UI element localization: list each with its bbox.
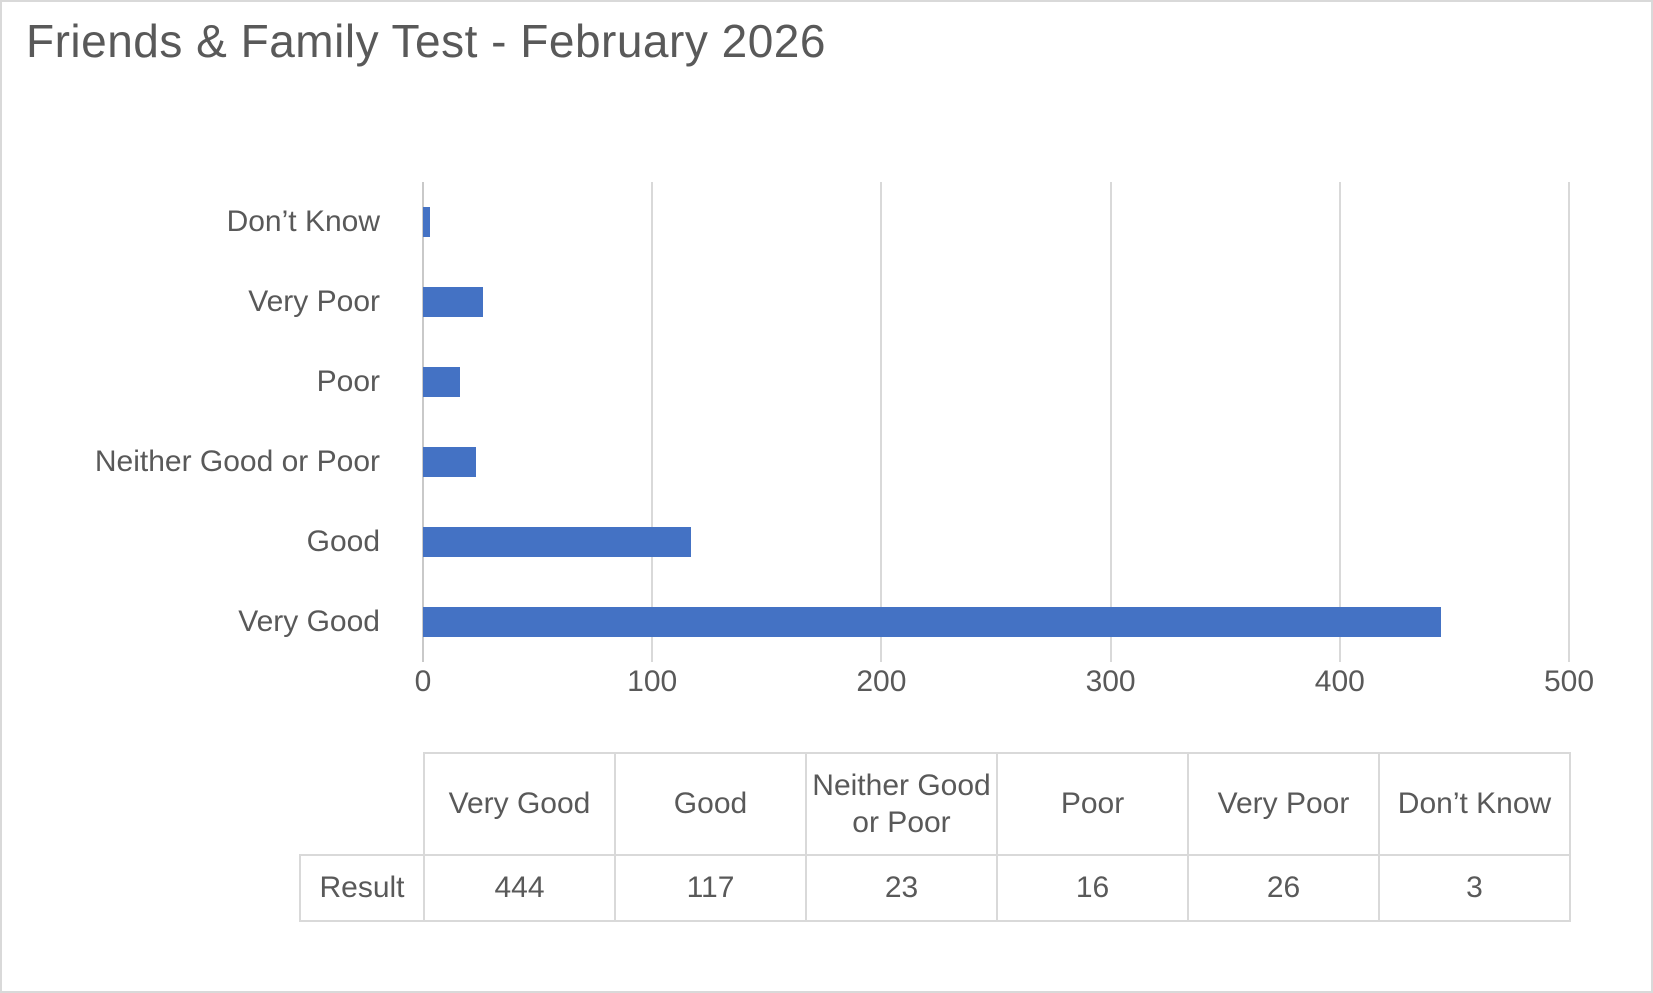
x-axis-tick-label: 400	[1314, 665, 1365, 698]
gridline	[1568, 182, 1570, 662]
category-label: Neither Good or Poor	[94, 445, 380, 478]
bar-very-good	[423, 607, 1441, 637]
table-value-dont-know: 3	[1378, 854, 1571, 922]
category-label: Good	[306, 525, 380, 558]
chart-data-table: Very Good Good Neither Good or Poor Poor…	[299, 752, 1571, 922]
value-axis-line	[422, 182, 424, 662]
plot-area	[422, 182, 1570, 662]
bar-poor	[423, 367, 460, 397]
gridline	[1109, 182, 1112, 662]
category-axis: Don’t Know Very Poor Poor Neither Good or P…	[2, 182, 380, 662]
table-value-neither-good-or-poor: 23	[805, 854, 998, 922]
table-header-dont-know: Don’t Know	[1378, 752, 1571, 856]
table-header-very-good: Very Good	[423, 752, 616, 856]
x-axis-tick-label: 500	[1543, 665, 1595, 698]
gridline	[651, 182, 654, 662]
x-axis-tick-label: 300	[1085, 665, 1136, 698]
category-label: Very Good	[238, 605, 380, 638]
gridline	[1338, 182, 1341, 662]
chart-title: Friends & Family Test - February 2026	[26, 15, 826, 67]
category-label: Poor	[316, 365, 380, 398]
category-label: Very Poor	[248, 285, 380, 318]
table-header-neither-good-or-poor: Neither Good or Poor	[805, 752, 998, 856]
x-axis: 0 100 200 300 400 500	[415, 665, 1594, 705]
x-axis-tick-label: 0	[414, 665, 432, 698]
x-axis-tick-label: 100	[627, 665, 678, 698]
table-header-row: Very Good Good Neither Good or Poor Poor…	[300, 752, 1571, 856]
table-value-very-poor: 26	[1187, 854, 1380, 922]
gridline	[880, 182, 883, 662]
bar-don-t-know	[423, 207, 430, 237]
bar-good	[423, 527, 692, 557]
table-header-poor: Poor	[996, 752, 1189, 856]
table-value-poor: 16	[996, 854, 1189, 922]
table-value-very-good: 444	[423, 854, 616, 922]
table-row-label: Result	[299, 854, 425, 922]
table-value-good: 117	[614, 854, 807, 922]
table-corner-cell	[300, 753, 424, 855]
category-label: Don’t Know	[226, 205, 380, 238]
bar-very-poor	[423, 287, 483, 317]
table-header-very-poor: Very Poor	[1187, 752, 1380, 856]
x-axis-tick-label: 200	[856, 665, 907, 698]
table-header-good: Good	[614, 752, 807, 856]
bar-neither-good-or-poor	[423, 447, 476, 477]
table-result-row: Result 444 117 23 16 26 3	[299, 854, 1571, 922]
